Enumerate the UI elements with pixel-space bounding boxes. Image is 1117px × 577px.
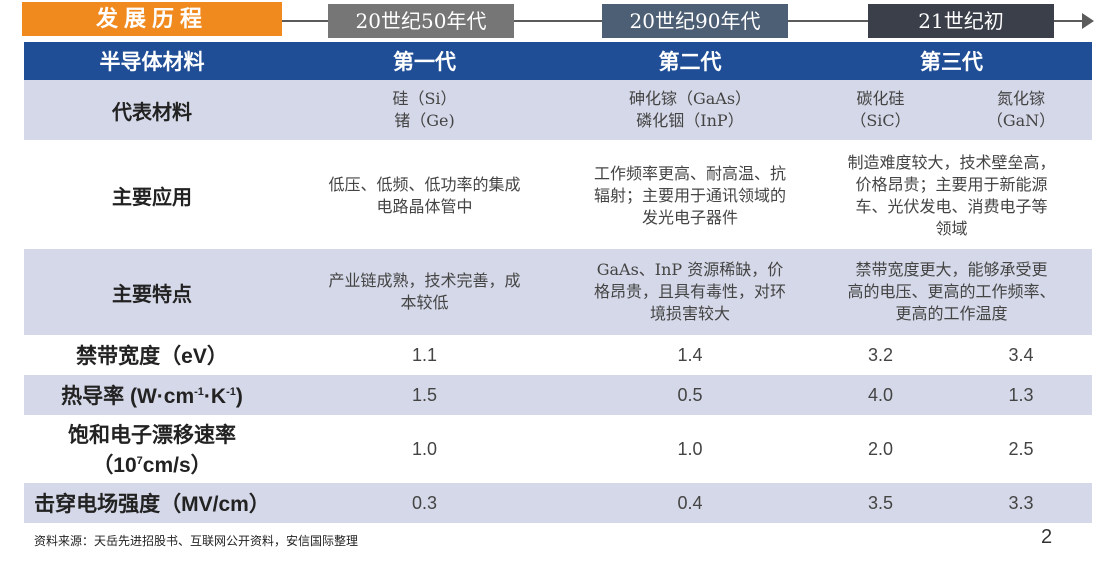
cell-bandgap-gen3-sic: 3.2 [811, 335, 950, 375]
cell-bandgap-gen2: 1.4 [569, 335, 811, 375]
timeline-period-1950s: 20世纪50年代 [328, 4, 514, 38]
table-row-bandgap: 禁带宽度（eV） 1.1 1.4 3.2 3.4 [24, 335, 1092, 375]
cell-thermal-gen2: 0.5 [569, 375, 811, 415]
cell-line: 更高的工作温度 [895, 304, 1008, 323]
row-label-materials: 代表材料 [24, 80, 280, 142]
cell-line: 车、光伏发电、消费电子等 [855, 196, 1048, 216]
cell-bandgap-gen1: 1.1 [280, 335, 569, 375]
cell-materials-gen2: 砷化镓（GaAs） 磷化铟（InP） [569, 80, 811, 142]
timeline-line-1 [282, 20, 328, 22]
cell-line: 工作频率更高、耐高温、抗 [593, 163, 786, 183]
header-gen3: 第三代 [811, 42, 1092, 80]
timeline-period-21st: 21世纪初 [868, 4, 1054, 38]
table-header-row: 半导体材料 第一代 第二代 第三代 [24, 42, 1092, 80]
cell-drift-gen3-gan: 2.5 [950, 415, 1092, 483]
cell-line: 辐射；主要用于通讯领域的 [593, 185, 786, 205]
cell-breakdown-gen3-sic: 3.5 [811, 483, 950, 523]
cell-line: GaAs、InP 资源稀缺，价 [596, 260, 784, 279]
comparison-table: 半导体材料 第一代 第二代 第三代 代表材料 硅（Si） 锗（Ge) 砷化镓（G… [24, 42, 1092, 523]
cell-line: 禁带宽度更大，能够承受更 [855, 260, 1048, 279]
cell-line: 高的电压、更高的工作频率、 [847, 282, 1056, 301]
label-sup: 7 [136, 455, 143, 467]
cell-line: 电路晶体管中 [376, 196, 473, 216]
cell-drift-gen2: 1.0 [569, 415, 811, 483]
table-row-thermal: 热导率 (W·cm-1·K-1) 1.5 0.5 4.0 1.3 [24, 375, 1092, 415]
source-note: 资料来源：天岳先进招股书、互联网公开资料，安信国际整理 [34, 534, 359, 548]
page-number: 2 [1041, 526, 1053, 548]
row-label-applications: 主要应用 [24, 141, 280, 249]
cell-features-gen2: GaAs、InP 资源稀缺，价 格昂贵，且具有毒性，对环 境损害较大 [569, 249, 811, 335]
table-row-features: 主要特点 产业链成熟，技术完善，成 本较低 GaAs、InP 资源稀缺，价 格昂… [24, 249, 1092, 335]
cell-line: 产业链成熟，技术完善，成 [328, 271, 521, 290]
timeline-arrow-icon [1082, 13, 1094, 29]
cell-line: 锗（Ge) [394, 111, 455, 130]
cell-line: 制造难度较大，技术壁垒高， [847, 152, 1056, 172]
cell-breakdown-gen3-gan: 3.3 [950, 483, 1092, 523]
label-part: （10 [92, 454, 137, 477]
row-label-breakdown: 击穿电场强度（MV/cm） [24, 483, 280, 523]
cell-line: 低压、低频、低功率的集成 [328, 174, 521, 194]
table-row-breakdown: 击穿电场强度（MV/cm） 0.3 0.4 3.5 3.3 [24, 483, 1092, 523]
cell-drift-gen3-sic: 2.0 [811, 415, 950, 483]
timeline-line-2 [514, 20, 602, 22]
cell-line: 碳化硅 [856, 89, 905, 108]
timeline-line-3 [788, 20, 868, 22]
timeline: 发展历程 20世纪50年代 20世纪90年代 21世纪初 [0, 0, 1117, 40]
cell-line: 境损害较大 [649, 304, 730, 323]
timeline-period-1990s: 20世纪90年代 [602, 4, 788, 38]
table-row-applications: 主要应用 低压、低频、低功率的集成 电路晶体管中 工作频率更高、耐高温、抗 辐射… [24, 141, 1092, 249]
cell-drift-gen1: 1.0 [280, 415, 569, 483]
cell-applications-gen2: 工作频率更高、耐高温、抗 辐射；主要用于通讯领域的 发光电子器件 [569, 141, 811, 249]
cell-line: 领域 [935, 218, 968, 238]
cell-materials-gen3-gan: 氮化镓 （GaN） [950, 80, 1092, 142]
cell-line: 本较低 [400, 293, 449, 312]
cell-materials-gen1: 硅（Si） 锗（Ge) [280, 80, 569, 142]
label-part: ·K [203, 385, 227, 408]
cell-line: 氮化镓 [996, 89, 1045, 108]
cell-breakdown-gen2: 0.4 [569, 483, 811, 523]
cell-bandgap-gen3-gan: 3.4 [950, 335, 1092, 375]
timeline-line-4 [1054, 20, 1084, 22]
label-line: （107cm/s） [24, 449, 280, 479]
cell-applications-gen3: 制造难度较大，技术壁垒高， 价格昂贵；主要用于新能源 车、光伏发电、消费电子等 … [811, 141, 1092, 249]
cell-thermal-gen3-gan: 1.3 [950, 375, 1092, 415]
label-line: 饱和电子漂移速率 [68, 424, 236, 447]
cell-applications-gen1: 低压、低频、低功率的集成 电路晶体管中 [280, 141, 569, 249]
cell-line: 格昂贵，且具有毒性，对环 [593, 282, 786, 301]
label-sup: -1 [226, 386, 236, 398]
cell-line: 砷化镓（GaAs） [628, 89, 752, 108]
header-gen2: 第二代 [569, 42, 811, 80]
label-sup: -1 [194, 386, 204, 398]
cell-line: 价格昂贵；主要用于新能源 [855, 174, 1048, 194]
header-gen1: 第一代 [280, 42, 569, 80]
cell-breakdown-gen1: 0.3 [280, 483, 569, 523]
header-material: 半导体材料 [24, 42, 280, 80]
cell-line: （GaN） [986, 111, 1056, 130]
cell-materials-gen3-sic: 碳化硅 （SiC） [811, 80, 950, 142]
table-row-drift: 饱和电子漂移速率 （107cm/s） 1.0 1.0 2.0 2.5 [24, 415, 1092, 483]
cell-line: 发光电子器件 [641, 207, 738, 227]
cell-line: 硅（Si） [392, 89, 457, 108]
row-label-bandgap: 禁带宽度（eV） [24, 335, 280, 375]
row-label-drift: 饱和电子漂移速率 （107cm/s） [24, 415, 280, 483]
label-part: 热导率 (W·cm [61, 385, 195, 408]
cell-features-gen1: 产业链成熟，技术完善，成 本较低 [280, 249, 569, 335]
table-row-materials: 代表材料 硅（Si） 锗（Ge) 砷化镓（GaAs） 磷化铟（InP） 碳化硅 … [24, 80, 1092, 142]
row-label-features: 主要特点 [24, 249, 280, 335]
row-label-thermal: 热导率 (W·cm-1·K-1) [24, 375, 280, 415]
label-part: cm/s） [142, 454, 212, 477]
cell-features-gen3: 禁带宽度更大，能够承受更 高的电压、更高的工作频率、 更高的工作温度 [811, 249, 1092, 335]
cell-thermal-gen1: 1.5 [280, 375, 569, 415]
timeline-title: 发展历程 [22, 2, 282, 36]
cell-line: 磷化铟（InP） [636, 111, 744, 130]
cell-line: （SiC） [850, 111, 911, 130]
cell-thermal-gen3-sic: 4.0 [811, 375, 950, 415]
label-part: ) [235, 385, 243, 408]
